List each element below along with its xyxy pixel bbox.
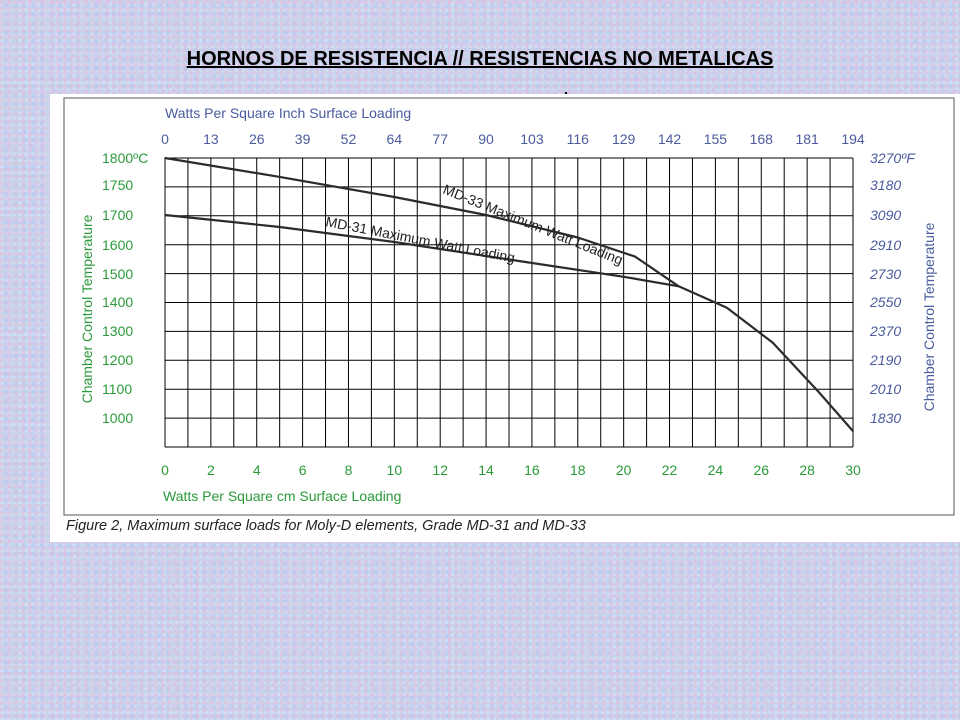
- series-point: [634, 255, 636, 258]
- right-tick-label: 2910: [869, 237, 901, 253]
- bottom-tick-label: 4: [253, 462, 261, 478]
- right-tick-label: 3180: [870, 177, 901, 193]
- bottom-tick-label: 18: [570, 462, 586, 478]
- series-point: [278, 226, 281, 228]
- series-point: [852, 430, 854, 432]
- chart-frame: [63, 97, 955, 516]
- right-tick-label: 2010: [869, 381, 901, 397]
- right-tick-label: 2370: [869, 323, 901, 339]
- right-tick-label: 1830: [870, 410, 901, 426]
- bottom-tick-label: 8: [345, 462, 353, 478]
- left-tick-label: 1700: [102, 207, 133, 223]
- series-point: [508, 258, 510, 261]
- slide-title: HORNOS DE RESISTENCIA // RESISTENCIAS NO…: [186, 48, 774, 70]
- right-tick-label: 3090: [870, 207, 901, 223]
- series-line-md31: [164, 213, 679, 288]
- chart-caption: Figure 2, Maximum surface loads for Moly…: [66, 518, 586, 534]
- bottom-tick-label: 10: [387, 462, 403, 478]
- series-point: [485, 214, 487, 216]
- series-point: [677, 285, 680, 288]
- top-tick-label: 194: [841, 131, 865, 147]
- bottom-tick-label: 16: [524, 462, 540, 478]
- bottom-tick-label: 14: [478, 462, 494, 478]
- left-tick-label: 1200: [102, 352, 133, 368]
- series-point: [393, 241, 396, 243]
- top-axis-title: Watts Per Square Inch Surface Loading: [165, 105, 411, 121]
- series-point: [622, 276, 625, 278]
- top-tick-label: 129: [612, 131, 636, 147]
- bottom-tick-label: 30: [845, 462, 861, 478]
- right-tick-label: 2550: [869, 294, 901, 310]
- bottom-tick-label: 12: [432, 462, 448, 478]
- left-axis-ticks: 1800ºC 1750 1700 1600 1500 1400 1300 1200 1100 10…: [102, 150, 148, 426]
- bottom-tick-label: 6: [299, 462, 307, 478]
- left-tick-label: 1000: [102, 410, 133, 426]
- series-point: [817, 391, 820, 393]
- left-tick-label: 1100: [102, 381, 132, 397]
- top-tick-label: 13: [203, 131, 219, 147]
- top-tick-label: 39: [295, 131, 311, 147]
- top-tick-label: 168: [750, 131, 774, 147]
- top-tick-label: 0: [161, 131, 169, 147]
- bottom-tick-label: 22: [662, 462, 678, 478]
- top-tick-label: 52: [341, 131, 357, 147]
- bottom-tick-label: 0: [161, 462, 169, 478]
- series-point: [278, 176, 281, 178]
- series-point: [771, 341, 774, 344]
- right-axis-title: Chamber Control Temperature: [921, 222, 937, 411]
- right-tick-label: 3270ºF: [870, 150, 916, 166]
- top-tick-label: 90: [478, 131, 494, 147]
- chart-grid: [164, 157, 854, 448]
- top-tick-label: 77: [432, 131, 448, 147]
- top-tick-label: 103: [520, 131, 544, 147]
- series-point: [164, 214, 166, 216]
- top-tick-label: 155: [704, 131, 728, 147]
- bottom-tick-label: 28: [799, 462, 815, 478]
- right-tick-label: 2190: [869, 352, 901, 368]
- left-tick-label: 1400: [102, 294, 133, 310]
- left-tick-label: 1800ºC: [102, 150, 148, 166]
- bottom-tick-label: 2: [207, 462, 215, 478]
- right-tick-label: 2730: [869, 266, 901, 282]
- left-axis-title: Chamber Control Temperature: [79, 214, 95, 403]
- top-tick-label: 181: [795, 131, 819, 147]
- series-point: [164, 157, 166, 159]
- series-point: [393, 196, 396, 198]
- chart: 0 13 26 39 52 64 77 90 103 116 129 142 155 168 181 194 …: [63, 97, 955, 534]
- bottom-tick-label: 24: [708, 462, 724, 478]
- left-tick-label: 1300: [102, 323, 133, 339]
- top-tick-label: 142: [658, 131, 682, 147]
- series-point: [577, 236, 579, 239]
- left-tick-label: 1600: [102, 237, 133, 253]
- top-tick-label: 64: [387, 131, 403, 147]
- top-tick-label: 116: [567, 131, 590, 147]
- top-tick-label: 26: [249, 131, 265, 147]
- series-point: [726, 307, 728, 309]
- bottom-tick-label: 20: [616, 462, 632, 478]
- series-label-md31: MD-31 Maximum Watt Loading: [324, 213, 516, 265]
- bottom-tick-label: 26: [753, 462, 769, 478]
- left-tick-label: 1750: [102, 177, 133, 193]
- bottom-axis-ticks: 0 2 4 6 8 10 12 14 16 18 20 22 24 26 28 30: [161, 462, 861, 478]
- left-tick-label: 1500: [102, 266, 133, 282]
- bottom-axis-title: Watts Per Square cm Surface Loading: [163, 488, 401, 504]
- top-axis-ticks: 0 13 26 39 52 64 77 90 103 116 129 142 155 168 181 194: [161, 131, 865, 147]
- right-axis-ticks: 3270ºF 3180 3090 2910 2730 2550 2370 2190 2010 18…: [869, 150, 916, 426]
- chart-panel: 0 13 26 39 52 64 77 90 103 116 129 142 155 168 181 194 …: [50, 94, 960, 542]
